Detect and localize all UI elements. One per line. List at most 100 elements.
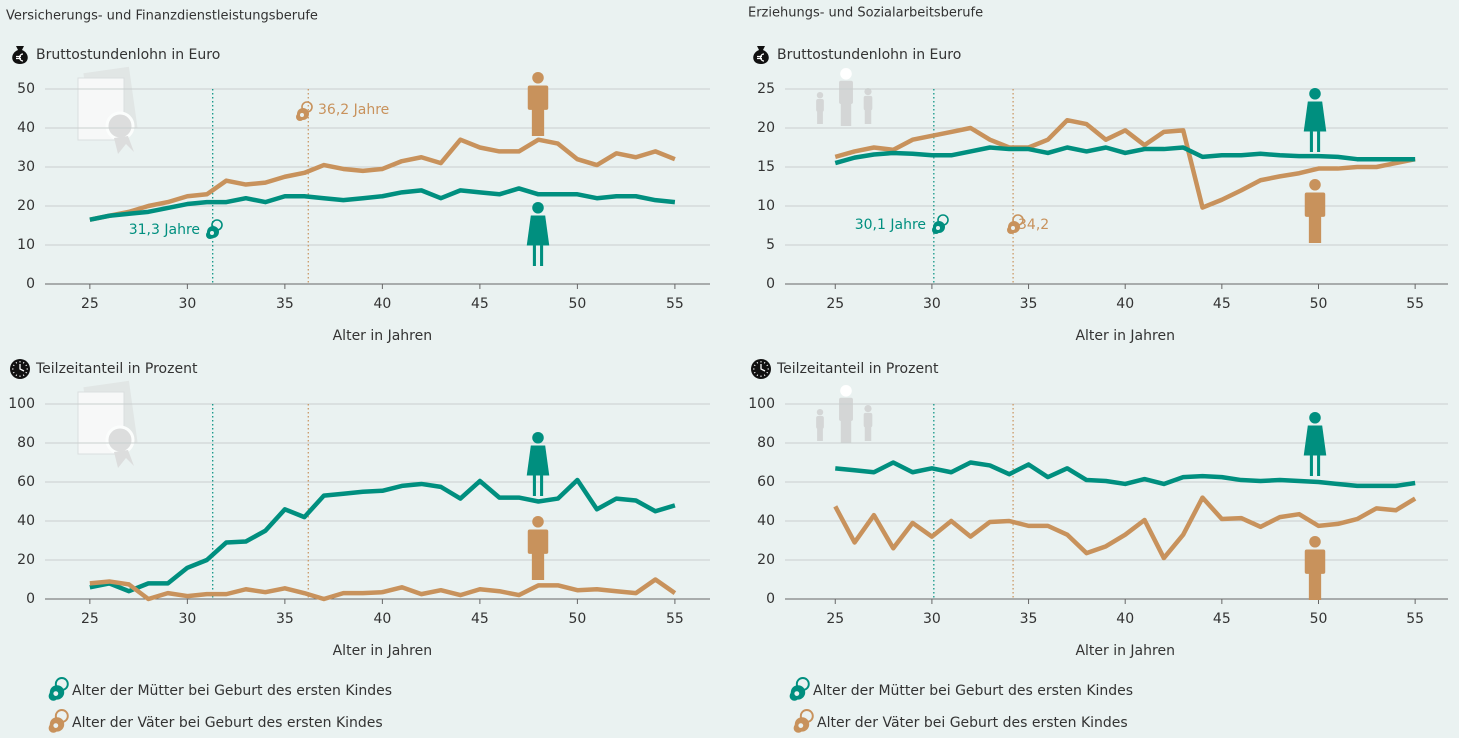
x-tick-label: 45 (1213, 611, 1231, 627)
family-leg (864, 109, 872, 124)
icon-body (1303, 425, 1327, 456)
x-axis-title: Alter in Jahren (1075, 643, 1175, 659)
clock-tick (12, 364, 15, 367)
x-tick-label: 50 (568, 611, 586, 627)
baby-icon-part (1011, 226, 1015, 230)
x-tick-label: 45 (471, 611, 489, 627)
y-tick-label: 25 (757, 81, 775, 97)
age-marker-label: 34,2 (1018, 217, 1049, 233)
x-tick-label: 50 (1310, 296, 1328, 312)
family-body (863, 412, 873, 428)
section-title: Versicherungs- und Finanzdienstleistungs… (6, 9, 318, 24)
clock-tick (25, 364, 28, 367)
icon-leg (1317, 131, 1321, 152)
clock-tick (25, 371, 28, 374)
x-tick-label: 40 (1116, 296, 1134, 312)
female-icon (1303, 88, 1327, 152)
male-icon (1304, 179, 1326, 243)
x-tick-label: 55 (666, 296, 684, 312)
baby-icon (48, 709, 69, 733)
family-body (816, 99, 824, 112)
baby-icon-part (798, 723, 804, 728)
baby-icon-part (301, 101, 313, 113)
clock-tick (753, 364, 756, 367)
age-marker-label: 31,3 Jahre (129, 222, 200, 238)
y-tick-label: 20 (17, 552, 35, 568)
y-tick-label: 40 (17, 120, 35, 136)
y-tick-label: 100 (748, 396, 775, 412)
age-marker-label: 36,2 Jahre (318, 102, 389, 118)
x-axis-title: Alter in Jahren (1075, 328, 1175, 344)
clock-hands (19, 364, 25, 372)
y-tick-label: 15 (757, 159, 775, 175)
x-tick-label: 50 (1310, 611, 1328, 627)
baby-icon-part (937, 214, 949, 226)
y-tick-label: 20 (757, 552, 775, 568)
family-head (816, 92, 824, 99)
female-icon (1303, 412, 1327, 476)
icon-body (526, 445, 550, 476)
baby-icon (789, 677, 810, 701)
y-tick-label: 0 (766, 591, 775, 607)
series-line (834, 145, 1416, 166)
x-tick-label: 45 (471, 296, 489, 312)
series-line (89, 186, 676, 222)
icon-body (1304, 192, 1326, 217)
x-tick-label: 30 (923, 611, 941, 627)
legend-text: Alter der Mütter bei Geburt des ersten K… (813, 683, 1133, 699)
x-tick-label: 35 (276, 611, 294, 627)
baby-icon-part (53, 691, 59, 696)
icon-head (1309, 179, 1321, 191)
clock-tick (763, 374, 766, 377)
clock-tick (12, 371, 15, 374)
icon-leg (532, 245, 536, 266)
clock-hands (760, 364, 766, 372)
legend-text: Alter der Väter bei Geburt des ersten Ki… (72, 715, 383, 731)
x-tick-label: 40 (1116, 611, 1134, 627)
legend-text: Alter der Mütter bei Geburt des ersten K… (72, 683, 392, 699)
baby-icon (206, 219, 223, 239)
icon-head (532, 72, 544, 84)
y-tick-label: 10 (17, 237, 35, 253)
series-line (835, 460, 1416, 489)
family-body (863, 95, 873, 111)
icon-head (1309, 536, 1321, 548)
baby-icon-part (799, 709, 814, 723)
family-head (840, 385, 852, 397)
icon-leg (531, 108, 545, 136)
y-axis-title: Bruttostundenlohn in Euro (777, 47, 961, 63)
x-tick-label: 25 (826, 611, 844, 627)
series-line (89, 477, 676, 594)
baby-icon-part (210, 231, 214, 235)
baby-icon (932, 214, 949, 234)
icon-body (526, 215, 550, 246)
series-line (834, 117, 1416, 210)
icon-body (527, 529, 549, 554)
clock-tick (763, 361, 766, 364)
family-body (816, 416, 824, 429)
icon-leg (1308, 215, 1322, 243)
icon-body (527, 85, 549, 110)
certificate-icon (77, 66, 138, 154)
baby-icon-part (211, 219, 223, 231)
y-axis-title: Bruttostundenlohn in Euro (36, 47, 220, 63)
icon-body (1304, 549, 1326, 574)
icon-head (532, 516, 544, 528)
family-head (840, 68, 852, 80)
x-tick-label: 35 (1020, 296, 1038, 312)
legend-text: Alter der Väter bei Geburt des ersten Ki… (817, 715, 1128, 731)
certificate-ribbon (114, 450, 134, 468)
family-body (839, 397, 853, 421)
baby-icon-part (300, 113, 304, 117)
x-tick-label: 25 (81, 296, 99, 312)
x-tick-label: 55 (1406, 296, 1424, 312)
y-tick-label: 0 (26, 276, 35, 292)
y-tick-label: 60 (17, 474, 35, 490)
x-tick-label: 25 (826, 296, 844, 312)
x-tick-label: 40 (373, 611, 391, 627)
icon-head (532, 202, 544, 214)
x-tick-label: 30 (923, 296, 941, 312)
clock-tick (753, 371, 756, 374)
series-line (833, 495, 1417, 561)
y-tick-label: 60 (757, 474, 775, 490)
